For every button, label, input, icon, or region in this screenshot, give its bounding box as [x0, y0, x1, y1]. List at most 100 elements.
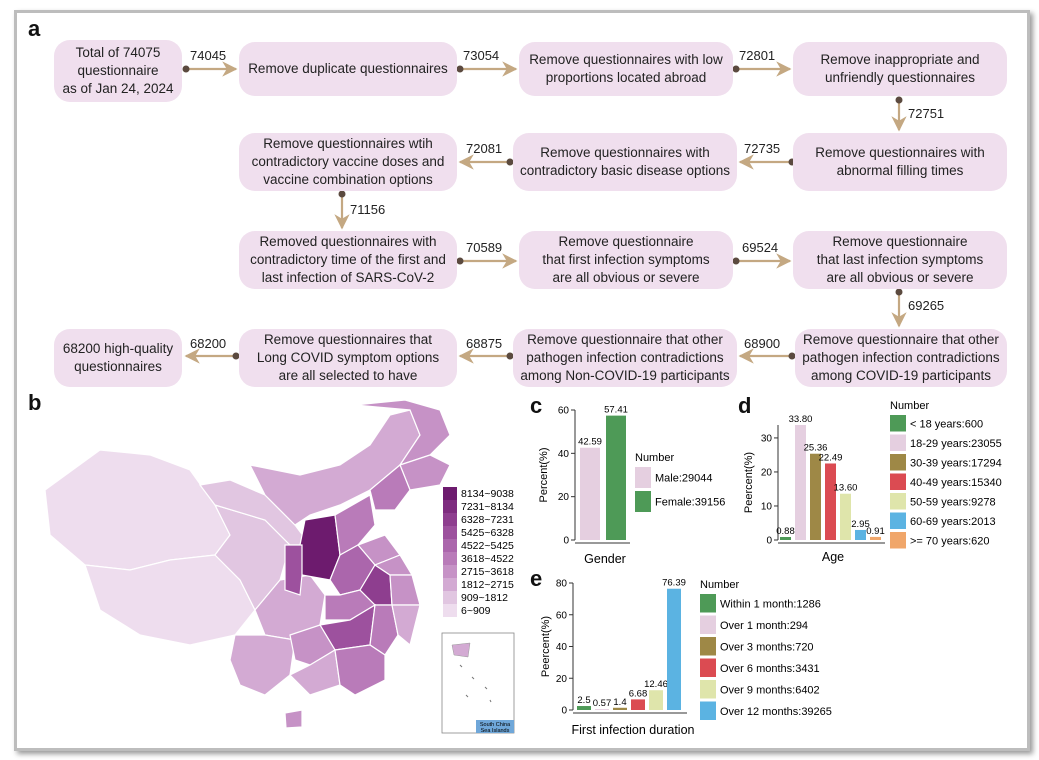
bar-label-4: 12.46 — [644, 679, 668, 690]
count-7: 71156 — [350, 202, 386, 217]
bar-label-0: 42.59 — [578, 437, 602, 448]
y-tick-label: 0 — [561, 706, 567, 717]
flow-box-long-covid: Remove questionnaires that Long COVID sy… — [239, 329, 457, 387]
count-10: 69265 — [908, 298, 945, 313]
bar-label-0: 2.5 — [577, 695, 590, 706]
map-region-zhejiang — [389, 574, 421, 606]
map-legend-label-5: 3618~4522 — [461, 553, 514, 565]
legend-label-1: 18-29 years:23055 — [910, 438, 1002, 450]
bar-label-0: 0.88 — [776, 526, 795, 537]
legend-title: Number — [635, 452, 674, 464]
y-tick-label: 80 — [556, 579, 568, 590]
flow-box-first-symptoms: Remove questionnaire that first infectio… — [519, 231, 733, 289]
bar-3 — [825, 463, 836, 540]
bar-5 — [855, 529, 866, 540]
flow-arrows — [182, 61, 907, 364]
legend-label-2: 30-39 years:17294 — [910, 457, 1002, 469]
legend-swatch-4 — [700, 680, 716, 699]
map-legend-swatch-4 — [443, 539, 457, 552]
y-tick-label: 20 — [761, 467, 773, 478]
flow-box-abroad: Remove questionnaires with low proportio… — [519, 42, 733, 96]
china-map: 8134~9038 7231~8134 6328~7231 5425~6328 … — [44, 399, 515, 734]
flow-box-inappropriate: Remove inappropriate and unfriendly ques… — [793, 42, 1007, 96]
count-12: 68875 — [466, 336, 503, 351]
bar-3 — [631, 699, 645, 710]
legend-label-0: Male:29044 — [655, 473, 713, 485]
legend-label-5: Over 12 months:39265 — [720, 706, 832, 718]
bar-1 — [606, 415, 626, 540]
count-2: 73054 — [463, 48, 500, 63]
legend-label-1: Female:39156 — [655, 497, 725, 509]
x-axis-label: Age — [822, 550, 844, 564]
legend-label-0: Within 1 month:1286 — [720, 598, 821, 610]
bar-label-5: 2.95 — [851, 519, 870, 530]
bar-4 — [840, 493, 851, 540]
legend-label-0: < 18 years:600 — [910, 418, 983, 430]
legend-label-4: 50-59 years:9278 — [910, 496, 996, 508]
panel-label-c: c — [530, 393, 543, 418]
legend-swatch-2 — [890, 454, 906, 471]
map-inset-label-2: Sea Islands — [481, 728, 510, 734]
legend-swatch-0 — [635, 467, 651, 488]
map-legend-label-3: 5425~6328 — [461, 527, 514, 539]
map-legend-swatch-0 — [443, 487, 457, 500]
x-axis-label: First infection duration — [572, 723, 695, 737]
map-inset-label-1: South China — [480, 722, 511, 728]
legend-label-3: 40-49 years:15340 — [910, 477, 1002, 489]
legend-title: Number — [700, 579, 739, 591]
legend-swatch-2 — [700, 637, 716, 656]
legend-label-4: Over 9 months:6402 — [720, 684, 820, 696]
count-1: 74045 — [190, 48, 227, 63]
bar-label-2: 25.36 — [804, 443, 828, 454]
bar-0 — [580, 447, 600, 540]
bar-6 — [870, 536, 881, 540]
map-legend-label-6: 2715~3618 — [461, 566, 514, 578]
legend-title: Number — [890, 400, 929, 412]
bar-label-6: 0.91 — [866, 526, 885, 537]
map-region-hebei — [334, 494, 376, 556]
map-legend-swatch-9 — [443, 604, 457, 617]
legend-swatch-3 — [890, 473, 906, 490]
bar-label-2: 1.4 — [613, 697, 626, 708]
map-legend-swatch-7 — [443, 578, 457, 591]
flow-box-duplicates: Remove duplicate questionnaires — [239, 42, 457, 96]
legend-swatch-5 — [890, 512, 906, 529]
legend-swatch-3 — [700, 658, 716, 677]
y-tick-label: 40 — [556, 642, 568, 653]
legend-swatch-6 — [890, 532, 906, 549]
y-axis-label: Peercent(%) — [540, 616, 552, 677]
bar-label-1: 0.57 — [593, 698, 612, 709]
bar-label-1: 33.80 — [789, 414, 813, 425]
legend-swatch-5 — [700, 701, 716, 720]
count-6: 72081 — [466, 141, 503, 156]
map-region-yunnan — [229, 634, 296, 696]
y-tick-label: 30 — [761, 433, 773, 444]
map-legend-swatch-3 — [443, 526, 457, 539]
map-region-hainan — [284, 709, 303, 729]
y-tick-label: 0 — [563, 536, 569, 547]
y-tick-label: 20 — [558, 492, 570, 503]
map-region-liaoning — [369, 464, 411, 511]
bar-label-3: 22.49 — [819, 452, 843, 463]
flow-box-noncovid-pathogen: Remove questionnaire that other pathogen… — [513, 329, 737, 387]
bar-4 — [649, 690, 663, 710]
y-tick-label: 40 — [558, 449, 570, 460]
chart-duration: 0 20 40 60 80 Peercent(%) First infection dura… — [540, 578, 832, 737]
map-legend-swatch-5 — [443, 552, 457, 565]
x-axis-label: Gender — [584, 552, 626, 566]
map-inset: South China Sea Islands — [441, 632, 515, 734]
map-legend-label-9: 6~909 — [461, 605, 491, 617]
map-region-xinjiang — [44, 449, 231, 571]
map-legend-label-8: 909~1812 — [461, 592, 508, 604]
map-legend-swatch-8 — [443, 591, 457, 604]
count-5: 72735 — [744, 141, 781, 156]
y-tick-label: 0 — [766, 536, 772, 547]
flow-box-last-symptoms: Remove questionnaire that last infection… — [793, 231, 1007, 289]
y-tick-label: 20 — [556, 674, 568, 685]
map-legend-swatch-1 — [443, 500, 457, 513]
legend-swatch-1 — [890, 434, 906, 451]
legend-swatch-1 — [635, 491, 651, 512]
bar-0 — [577, 706, 591, 710]
map-region-shaanxi — [284, 544, 303, 596]
flow-box-final: 68200 high-quality questionnaires — [54, 329, 182, 387]
